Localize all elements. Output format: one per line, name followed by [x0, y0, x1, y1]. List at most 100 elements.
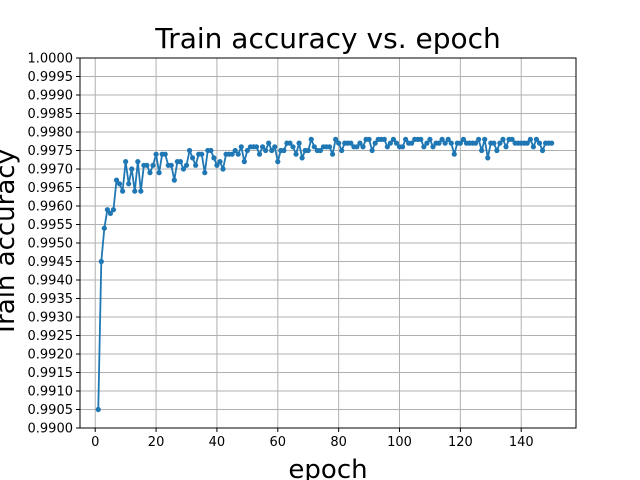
data-point: [183, 162, 190, 168]
grid-layer: [80, 57, 576, 429]
data-point: [366, 136, 372, 142]
data-point: [393, 140, 400, 146]
data-point: [156, 170, 162, 176]
y-tick-label: 0.9970: [28, 163, 74, 178]
x-axis-title: epoch: [288, 455, 367, 480]
data-point: [360, 144, 366, 150]
data-point: [427, 136, 433, 142]
data-point: [272, 144, 278, 150]
data-point: [256, 151, 263, 157]
data-point: [104, 207, 110, 213]
data-point: [217, 159, 223, 165]
x-tick-label: 60: [270, 435, 287, 450]
data-point: [116, 181, 123, 187]
data-point: [232, 147, 238, 154]
data-point: [390, 136, 397, 142]
data-point: [275, 159, 281, 165]
data-point: [436, 140, 442, 146]
y-axis-title: Train accuracy: [0, 149, 21, 338]
data-point: [476, 136, 482, 142]
data-point: [220, 166, 226, 172]
data-point: [101, 225, 107, 231]
y-tick-label: 1.0000: [28, 52, 74, 67]
data-point: [439, 136, 445, 142]
data-point: [549, 140, 555, 146]
data-point: [263, 147, 269, 154]
data-point: [107, 210, 114, 216]
data-point: [287, 140, 293, 146]
data-point: [202, 170, 208, 176]
data-point: [357, 140, 363, 146]
data-point: [293, 151, 299, 157]
data-point: [211, 155, 217, 161]
data-point: [527, 136, 533, 142]
data-point: [199, 151, 205, 157]
data-point: [193, 162, 199, 168]
data-point: [418, 136, 424, 142]
data-point: [354, 144, 360, 150]
data-point: [424, 140, 430, 146]
data-point: [186, 147, 193, 154]
x-tick-label: 120: [448, 435, 473, 450]
data-point: [339, 147, 345, 154]
x-tick-label: 40: [209, 435, 226, 450]
chart-title: Train accuracy vs. epoch: [154, 22, 501, 55]
y-tick-label: 0.9930: [28, 311, 74, 326]
data-point: [503, 144, 509, 150]
data-point: [129, 166, 135, 172]
data-point: [123, 159, 129, 165]
data-point: [238, 144, 244, 150]
data-point: [539, 147, 546, 154]
data-point: [138, 188, 144, 194]
y-tick-label: 0.9915: [28, 366, 74, 381]
y-tick-label: 0.9935: [28, 292, 74, 307]
data-point: [171, 177, 177, 183]
data-point: [530, 144, 537, 150]
data-point: [472, 140, 479, 146]
data-point: [113, 177, 120, 183]
y-tick-label: 0.9980: [28, 126, 74, 141]
data-point: [369, 147, 375, 154]
data-point: [305, 147, 311, 154]
data-point: [135, 159, 141, 165]
data-point: [460, 136, 467, 142]
data-point: [177, 159, 184, 165]
y-tick-label: 0.9955: [28, 218, 74, 233]
tick-layer: 0 20 40 60 80 100 120 140 0.9900 0.9905 0.9910 0.99…: [28, 52, 534, 451]
data-point: [485, 155, 491, 161]
data-point: [147, 170, 153, 176]
data-point: [189, 155, 196, 161]
y-tick-label: 0.9940: [28, 274, 74, 289]
y-tick-label: 0.9995: [28, 70, 74, 85]
data-point: [348, 140, 354, 146]
data-point: [98, 258, 104, 265]
y-tick-label: 0.9925: [28, 329, 74, 344]
plot-frame: [79, 57, 577, 429]
data-point: [500, 136, 506, 142]
x-tick-label: 20: [148, 435, 165, 450]
data-point: [144, 162, 150, 168]
data-point: [281, 147, 287, 154]
data-point: [421, 144, 427, 150]
data-point: [308, 136, 314, 142]
data-point: [524, 140, 530, 146]
data-point: [336, 140, 342, 146]
y-tick-label: 0.9965: [28, 181, 74, 196]
data-point: [317, 147, 323, 154]
y-tick-label: 0.9910: [28, 385, 74, 400]
data-point: [399, 144, 406, 150]
data-point: [296, 140, 302, 146]
data-point: [241, 159, 247, 165]
y-tick-label: 0.9950: [28, 237, 74, 252]
y-tick-label: 0.9900: [28, 422, 74, 437]
data-point: [326, 144, 333, 150]
data-point: [235, 151, 241, 157]
data-point: [253, 144, 260, 150]
data-point: [497, 140, 503, 146]
data-point: [162, 151, 168, 157]
data-point: [451, 151, 457, 157]
data-point: [126, 181, 132, 187]
y-tick-label: 0.9960: [28, 200, 74, 215]
data-point: [482, 136, 488, 142]
